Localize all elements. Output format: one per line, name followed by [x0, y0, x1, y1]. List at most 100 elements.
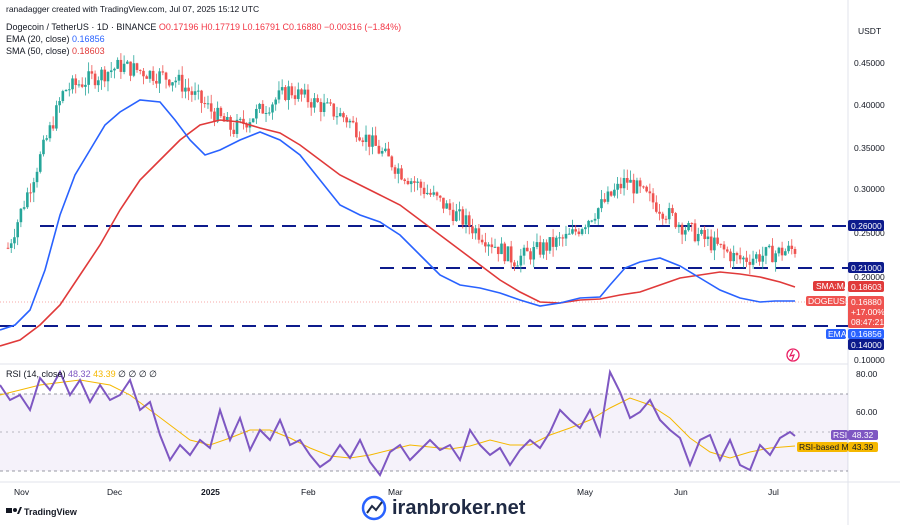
candle-body [658, 211, 661, 214]
candle-body [380, 151, 384, 154]
candle-body [97, 80, 100, 86]
y-tick-020: 0.20000 [854, 272, 885, 282]
y-tick-025: 0.25000 [854, 228, 885, 238]
badge-rsi-value-text: 48.32 [852, 430, 874, 440]
candle-body [484, 242, 487, 247]
candle-body [345, 117, 348, 123]
rsi-band [0, 394, 848, 471]
candle-body [93, 73, 97, 86]
candle-body [396, 168, 400, 174]
sma-legend[interactable]: SMA (50, close) 0.18603 [6, 46, 105, 56]
ticker-tag-text: DOGEUSDT [808, 296, 856, 306]
candle-body [461, 209, 465, 225]
sma-tag [813, 281, 845, 291]
badge-price-text: 0.16880 [851, 297, 882, 307]
ema-legend-value: 0.16856 [72, 34, 105, 44]
candle-body [51, 125, 55, 129]
candle-body [625, 178, 629, 183]
candle-body [45, 138, 49, 140]
candle-body [642, 186, 645, 188]
candle-body [487, 244, 490, 247]
candle-body [751, 258, 755, 265]
candle-body [167, 79, 171, 86]
ema-tag-text: EMA [828, 329, 847, 339]
candle-body [313, 98, 316, 108]
candle-body [35, 171, 39, 183]
candle-body [700, 229, 703, 234]
candle-body [525, 247, 529, 252]
candles-group [6, 53, 797, 275]
candle-body [206, 103, 210, 105]
candle-body [622, 178, 626, 189]
attribution-text: ranadagger created with TradingView.com,… [6, 4, 260, 14]
candle-body [171, 82, 174, 86]
candle-body [209, 103, 213, 112]
candle-body [716, 237, 719, 244]
candle-body [245, 123, 248, 128]
candle-body [348, 120, 352, 123]
candle-body [280, 87, 284, 91]
rsi-tag-text: RSI [833, 430, 847, 440]
candle-body [61, 91, 65, 102]
candle-body [58, 101, 61, 106]
tradingview-footer[interactable]: TradingView [24, 507, 77, 517]
rsi-legend-value: 48.32 [68, 369, 91, 379]
candle-body [490, 244, 494, 248]
candle-body [200, 90, 203, 104]
candle-body [80, 84, 84, 87]
candle-body [606, 191, 610, 202]
badge-level-014 [848, 339, 884, 350]
badge-ema-value-text: 0.16856 [851, 329, 882, 339]
badge-ema-value [848, 329, 884, 339]
candle-body [426, 192, 429, 195]
candle-body [393, 167, 397, 174]
candle-body [693, 223, 697, 242]
candle-body [535, 242, 539, 248]
candle-body [761, 255, 765, 262]
candle-body [509, 246, 513, 263]
candle-body [242, 118, 245, 124]
rsi-legend[interactable]: RSI (14, close) 48.32 43.39 ∅ ∅ ∅ ∅ [6, 369, 157, 380]
candle-body [655, 202, 658, 212]
candle-body [577, 231, 581, 235]
candle-body [735, 252, 739, 256]
candle-body [529, 251, 532, 260]
candle-body [713, 237, 716, 251]
x-tick-2025: 2025 [201, 487, 220, 497]
candle-body [203, 103, 207, 105]
candle-body [767, 245, 771, 248]
candle-body [687, 223, 690, 231]
sma-legend-label: SMA (50, close) [6, 46, 70, 56]
candle-body [355, 122, 358, 138]
candle-body [596, 208, 600, 219]
candle-body [187, 87, 190, 92]
ema-legend[interactable]: EMA (20, close) 0.16856 [6, 34, 105, 44]
ohlc-values: O0.17196 H0.17719 L0.16791 C0.16880 −0.0… [158, 22, 402, 32]
candle-body [74, 78, 78, 86]
tradingview-logo-icon [6, 507, 22, 514]
candle-body [787, 245, 790, 252]
candle-body [648, 191, 652, 194]
candle-body [696, 233, 700, 242]
candle-body [100, 69, 103, 81]
candle-body [300, 89, 303, 95]
candle-body [474, 228, 477, 234]
rsi-legend-extra: ∅ ∅ ∅ ∅ [118, 369, 158, 379]
candle-body [174, 80, 178, 83]
candle-body [603, 199, 607, 202]
sma-legend-value: 0.18603 [72, 46, 105, 56]
candle-body [590, 220, 594, 222]
candle-body [161, 71, 165, 73]
candle-body [13, 237, 16, 244]
candle-body [400, 168, 403, 180]
candle-body [677, 224, 681, 228]
currency-label[interactable]: USDT [858, 26, 882, 36]
symbol-legend[interactable]: Dogecoin / TetherUS · 1D · BINANCE O0.17… [6, 22, 401, 32]
candle-body [406, 180, 410, 185]
candle-body [309, 102, 313, 108]
candle-body [90, 71, 94, 74]
candle-body [264, 112, 268, 114]
candle-body [371, 135, 374, 147]
candle-body [261, 103, 265, 114]
